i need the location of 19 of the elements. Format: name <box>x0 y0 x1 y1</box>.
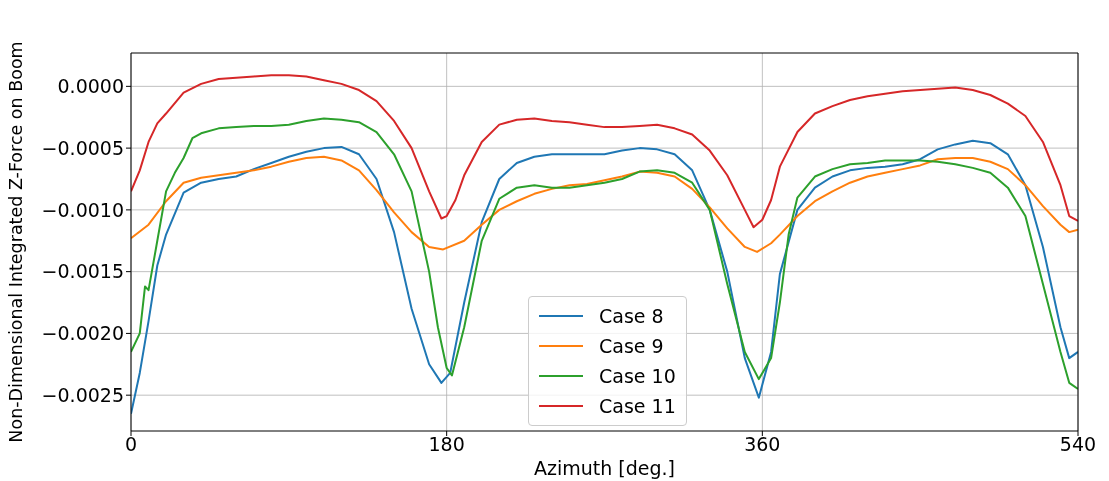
line-series <box>131 117 1078 390</box>
x-axis-title: Azimuth [deg.] <box>533 457 676 479</box>
x-tick-label: 540 <box>1059 433 1097 456</box>
y-tick-label: −0.0015 <box>41 260 124 283</box>
legend-label: Case 9 <box>599 335 664 357</box>
y-axis-title: Non-Dimensional Integrated Z-Force on Boom <box>6 41 27 443</box>
legend-label: Case 8 <box>599 305 664 327</box>
y-tick-label: −0.0025 <box>41 383 124 406</box>
x-tick-label: 0 <box>124 433 138 456</box>
legend-label: Case 11 <box>599 395 676 417</box>
x-tick-label: 360 <box>744 433 781 456</box>
y-tick-label: −0.0005 <box>41 136 124 159</box>
y-tick-label: 0.0000 <box>57 75 124 98</box>
x-tick-label: 180 <box>428 433 465 456</box>
y-tick-label: −0.0020 <box>41 322 124 345</box>
legend-label: Case 10 <box>599 365 676 387</box>
line-series <box>131 155 1078 253</box>
y-tick-label: −0.0010 <box>41 198 124 221</box>
line-series <box>131 74 1078 229</box>
